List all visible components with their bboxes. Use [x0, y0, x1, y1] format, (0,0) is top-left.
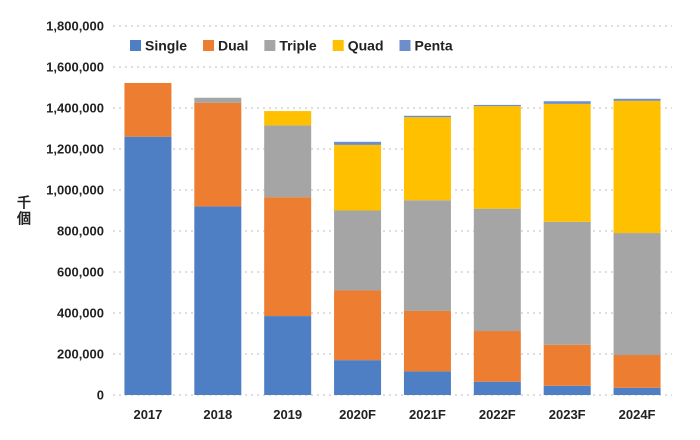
- bar-segment-quad-2019: [264, 111, 312, 126]
- x-tick-label: 2023F: [549, 407, 586, 422]
- y-tick-label: 600,000: [57, 265, 104, 280]
- x-tick-label: 2021F: [409, 407, 446, 422]
- y-tick-label: 0: [97, 388, 104, 403]
- bar-segment-triple-2022f: [473, 208, 521, 332]
- bar-segment-triple-2021f: [403, 200, 451, 311]
- x-tick-label: 2019: [273, 407, 302, 422]
- bar-segment-triple-2019: [264, 125, 312, 198]
- y-axis-label: 千個: [16, 195, 31, 227]
- bar-segment-quad-2023f: [543, 103, 591, 222]
- bar-segment-dual-2022f: [473, 331, 521, 382]
- bar-segment-triple-2023f: [543, 221, 591, 345]
- x-tick-label: 2024F: [619, 407, 656, 422]
- bar-segment-quad-2024f: [613, 100, 661, 234]
- bar-segment-penta-2020f: [334, 141, 382, 145]
- bar-segment-single-2024f: [613, 387, 661, 395]
- bar-segment-dual-2021f: [403, 310, 451, 372]
- y-tick-label: 1,200,000: [46, 142, 104, 157]
- legend-label-quad: Quad: [348, 38, 384, 54]
- legend-swatch-quad: [332, 40, 344, 51]
- legend-label-penta: Penta: [415, 38, 453, 54]
- y-axis: 0 200,000 400,000 600,000 800,000 1,000,000 1,…: [46, 19, 104, 403]
- bar-segment-single-2018: [194, 206, 242, 395]
- x-tick-label: 2022F: [479, 407, 516, 422]
- bar-segment-quad-2021f: [403, 117, 451, 201]
- x-tick-label: 2017: [133, 407, 162, 422]
- y-tick-label: 1,800,000: [46, 19, 104, 34]
- y-tick-label: 800,000: [57, 224, 104, 239]
- bar-segment-single-2020f: [334, 360, 382, 395]
- x-axis: 2017 2018 2019 2020F 2021F 2022F 2023F 2024F: [133, 407, 655, 422]
- bar-segment-dual-2018: [194, 102, 242, 207]
- bar-segment-single-2023f: [543, 385, 591, 395]
- legend: Single Dual Triple Quad Penta: [130, 38, 453, 54]
- y-tick-label: 1,600,000: [46, 60, 104, 75]
- legend-swatch-triple: [264, 40, 276, 51]
- bar-segment-penta-2023f: [543, 101, 591, 104]
- y-tick-label: 1,000,000: [46, 183, 104, 198]
- bar-segment-dual-2017: [124, 82, 172, 137]
- bar-segment-penta-2022f: [473, 104, 521, 107]
- bar-segment-triple-2020f: [334, 210, 382, 291]
- legend-label-dual: Dual: [218, 38, 248, 54]
- bar-segment-penta-2024f: [613, 98, 661, 101]
- x-tick-label: 2020F: [339, 407, 376, 422]
- bar-segment-penta-2021f: [403, 115, 451, 118]
- legend-swatch-penta: [399, 40, 411, 51]
- legend-swatch-dual: [203, 40, 215, 51]
- bar-segment-quad-2020f: [334, 144, 382, 211]
- bar-segment-triple-2018: [194, 97, 242, 103]
- y-tick-label: 1,400,000: [46, 101, 104, 116]
- bar-segment-quad-2022f: [473, 106, 521, 209]
- y-tick-label: 400,000: [57, 306, 104, 321]
- legend-label-single: Single: [145, 38, 187, 54]
- bar-segment-dual-2020f: [334, 290, 382, 361]
- legend-swatch-single: [130, 40, 141, 51]
- bar-segment-dual-2023f: [543, 344, 591, 386]
- bar-segment-single-2021f: [403, 371, 451, 395]
- bar-segment-single-2017: [124, 136, 172, 395]
- x-tick-label: 2018: [203, 407, 232, 422]
- legend-label-triple: Triple: [279, 38, 317, 54]
- bar-area: [124, 82, 661, 395]
- bar-segment-triple-2024f: [613, 233, 661, 356]
- bar-segment-single-2019: [264, 316, 312, 395]
- bar-segment-dual-2024f: [613, 355, 661, 388]
- bar-segment-dual-2019: [264, 197, 312, 317]
- y-tick-label: 200,000: [57, 347, 104, 362]
- bar-segment-single-2022f: [473, 381, 521, 395]
